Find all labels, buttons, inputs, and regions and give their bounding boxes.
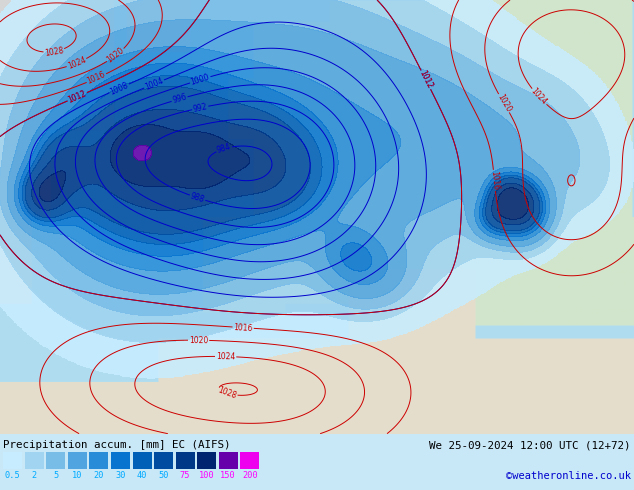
Text: Precipitation accum. [mm] EC (AIFS): Precipitation accum. [mm] EC (AIFS) <box>3 441 231 450</box>
Text: 1012: 1012 <box>67 89 87 105</box>
Text: 1000: 1000 <box>190 73 210 87</box>
Text: 1028: 1028 <box>44 46 64 57</box>
Bar <box>111 452 130 468</box>
Text: 100: 100 <box>199 471 214 480</box>
Text: 5: 5 <box>53 471 58 480</box>
Text: 40: 40 <box>137 471 147 480</box>
Bar <box>89 452 108 468</box>
Text: 1016: 1016 <box>489 171 500 191</box>
Text: 996: 996 <box>171 93 188 105</box>
Text: 50: 50 <box>158 471 169 480</box>
Text: 1016: 1016 <box>233 322 253 333</box>
Text: 1020: 1020 <box>495 93 513 114</box>
Text: 1020: 1020 <box>189 336 209 345</box>
Text: ©weatheronline.co.uk: ©weatheronline.co.uk <box>506 471 631 481</box>
Bar <box>25 452 44 468</box>
Text: 200: 200 <box>242 471 257 480</box>
Text: 1008: 1008 <box>108 80 130 97</box>
Text: 150: 150 <box>221 471 236 480</box>
Bar <box>133 452 152 468</box>
Text: 1012: 1012 <box>67 89 87 105</box>
Bar <box>240 452 259 468</box>
Text: 1012: 1012 <box>418 69 434 90</box>
Text: 75: 75 <box>180 471 190 480</box>
Text: 988: 988 <box>190 191 206 204</box>
Text: 10: 10 <box>72 471 82 480</box>
Bar <box>219 452 238 468</box>
Text: 30: 30 <box>115 471 126 480</box>
Bar <box>46 452 65 468</box>
Text: 1004: 1004 <box>143 76 165 92</box>
Bar <box>68 452 87 468</box>
Text: 1024: 1024 <box>216 352 235 361</box>
Text: 992: 992 <box>192 102 208 114</box>
Text: 1024: 1024 <box>66 55 87 71</box>
Text: 0.5: 0.5 <box>5 471 20 480</box>
Text: 1016: 1016 <box>86 70 107 86</box>
Text: 1024: 1024 <box>529 87 549 107</box>
Bar <box>154 452 173 468</box>
Text: 1020: 1020 <box>105 46 126 65</box>
Text: 1028: 1028 <box>217 386 238 401</box>
Bar <box>197 452 216 468</box>
Text: 984: 984 <box>216 142 232 155</box>
Bar <box>3 452 22 468</box>
Text: 2: 2 <box>32 471 37 480</box>
Bar <box>176 452 195 468</box>
Text: 20: 20 <box>94 471 104 480</box>
Text: 1012: 1012 <box>418 69 434 90</box>
Text: We 25-09-2024 12:00 UTC (12+72): We 25-09-2024 12:00 UTC (12+72) <box>429 441 631 450</box>
